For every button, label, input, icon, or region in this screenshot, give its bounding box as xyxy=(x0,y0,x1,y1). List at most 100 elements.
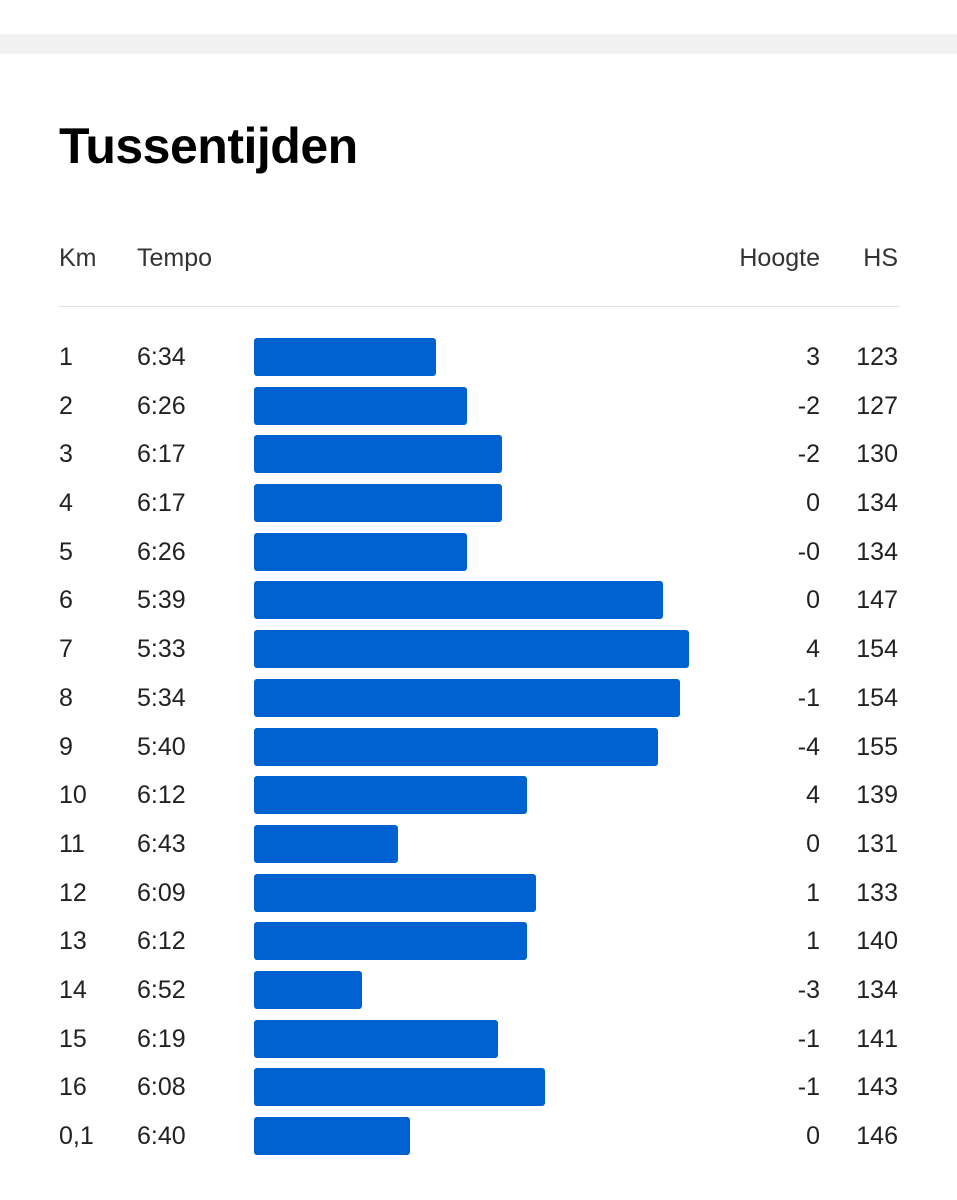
split-row: 7 5:33 4 154 xyxy=(0,628,957,677)
split-km: 8 xyxy=(59,683,73,712)
split-tempo: 6:17 xyxy=(137,489,186,518)
split-row: 5 6:26 -0 134 xyxy=(0,531,957,580)
split-km: 3 xyxy=(59,440,73,469)
split-hs: 133 xyxy=(856,878,898,907)
split-tempo: 5:39 xyxy=(137,586,186,615)
split-hs: 127 xyxy=(856,391,898,420)
split-hoogte: -1 xyxy=(797,683,820,712)
pace-bar xyxy=(254,1068,545,1107)
split-hoogte: 4 xyxy=(806,781,820,810)
pace-bar xyxy=(254,532,467,571)
pace-bar xyxy=(254,873,536,912)
split-km: 7 xyxy=(59,635,73,664)
split-tempo: 6:12 xyxy=(137,781,186,810)
split-row: 13 6:12 1 140 xyxy=(0,920,957,969)
split-km: 2 xyxy=(59,391,73,420)
header-km: Km xyxy=(59,244,97,272)
split-km: 10 xyxy=(59,781,87,810)
pace-bar xyxy=(254,630,689,669)
split-tempo: 6:26 xyxy=(137,537,186,566)
top-band xyxy=(0,34,957,54)
split-tempo: 5:33 xyxy=(137,635,186,664)
split-row: 12 6:09 1 133 xyxy=(0,872,957,921)
pace-bar xyxy=(254,338,436,376)
header-hs: HS xyxy=(863,244,898,272)
split-hs: 134 xyxy=(856,975,898,1004)
split-hoogte: -4 xyxy=(797,732,820,761)
split-row: 2 6:26 -2 127 xyxy=(0,385,957,434)
pace-bar xyxy=(254,824,398,863)
split-hs: 140 xyxy=(856,927,898,956)
split-tempo: 6:52 xyxy=(137,975,186,1004)
header-hoogte: Hoogte xyxy=(739,244,820,272)
split-hoogte: 3 xyxy=(806,343,820,371)
split-row: 0,1 6:40 0 146 xyxy=(0,1115,957,1164)
split-row: 1 6:34 3 123 xyxy=(0,336,957,385)
split-hs: 154 xyxy=(856,635,898,664)
pace-bar xyxy=(254,970,362,1009)
split-row: 14 6:52 -3 134 xyxy=(0,969,957,1018)
split-hoogte: -3 xyxy=(797,975,820,1004)
split-km: 15 xyxy=(59,1024,87,1053)
split-hoogte: 4 xyxy=(806,635,820,664)
pace-bar xyxy=(254,678,680,717)
split-row: 9 5:40 -4 155 xyxy=(0,726,957,775)
split-hs: 141 xyxy=(856,1024,898,1053)
split-row: 16 6:08 -1 143 xyxy=(0,1066,957,1115)
pace-bar xyxy=(254,922,527,961)
split-tempo: 6:17 xyxy=(137,440,186,469)
split-row: 4 6:17 0 134 xyxy=(0,482,957,531)
splits-card: Tussentijden Km Tempo Hoogte HS 1 6:34 3 12… xyxy=(0,54,957,1200)
split-km: 13 xyxy=(59,927,87,956)
split-hs: 143 xyxy=(856,1073,898,1102)
pace-bar xyxy=(254,435,502,474)
split-hs: 155 xyxy=(856,732,898,761)
split-tempo: 6:12 xyxy=(137,927,186,956)
split-hoogte: -2 xyxy=(797,440,820,469)
split-row: 8 5:34 -1 154 xyxy=(0,677,957,726)
split-hoogte: 1 xyxy=(806,927,820,956)
split-hoogte: 0 xyxy=(806,1122,820,1150)
split-row: 10 6:12 4 139 xyxy=(0,774,957,823)
split-tempo: 6:19 xyxy=(137,1024,186,1053)
pace-bar xyxy=(254,386,467,425)
split-hs: 134 xyxy=(856,489,898,518)
split-km: 12 xyxy=(59,878,87,907)
split-km: 16 xyxy=(59,1073,87,1102)
split-km: 6 xyxy=(59,586,73,615)
split-row: 3 6:17 -2 130 xyxy=(0,433,957,482)
header-divider xyxy=(59,306,899,307)
split-tempo: 6:34 xyxy=(137,343,186,371)
split-km: 0,1 xyxy=(59,1122,94,1150)
pace-bar xyxy=(254,776,527,815)
split-tempo: 6:26 xyxy=(137,391,186,420)
split-km: 4 xyxy=(59,489,73,518)
split-row: 11 6:43 0 131 xyxy=(0,823,957,872)
split-hs: 134 xyxy=(856,537,898,566)
split-hs: 123 xyxy=(856,343,898,371)
section-title: Tussentijden xyxy=(59,118,358,174)
split-km: 9 xyxy=(59,732,73,761)
split-hoogte: 1 xyxy=(806,878,820,907)
table-header: Km Tempo Hoogte HS xyxy=(0,240,957,276)
split-hoogte: 0 xyxy=(806,489,820,518)
split-hs: 139 xyxy=(856,781,898,810)
split-hs: 131 xyxy=(856,829,898,858)
split-hoogte: 0 xyxy=(806,586,820,615)
split-tempo: 6:40 xyxy=(137,1122,186,1150)
pace-bar xyxy=(254,484,502,523)
split-hs: 154 xyxy=(856,683,898,712)
pace-bar xyxy=(254,1117,410,1155)
split-tempo: 6:09 xyxy=(137,878,186,907)
split-tempo: 5:34 xyxy=(137,683,186,712)
splits-list: 1 6:34 3 123 2 6:26 -2 127 3 6:17 -2 130 4 6:17 0 134 5 6… xyxy=(0,336,957,1164)
split-km: 14 xyxy=(59,975,87,1004)
split-hs: 147 xyxy=(856,586,898,615)
split-hoogte: -1 xyxy=(797,1024,820,1053)
pace-bar xyxy=(254,581,663,620)
split-hs: 130 xyxy=(856,440,898,469)
pace-bar xyxy=(254,1019,498,1058)
split-hoogte: -1 xyxy=(797,1073,820,1102)
split-km: 11 xyxy=(59,829,85,858)
split-hoogte: 0 xyxy=(806,829,820,858)
